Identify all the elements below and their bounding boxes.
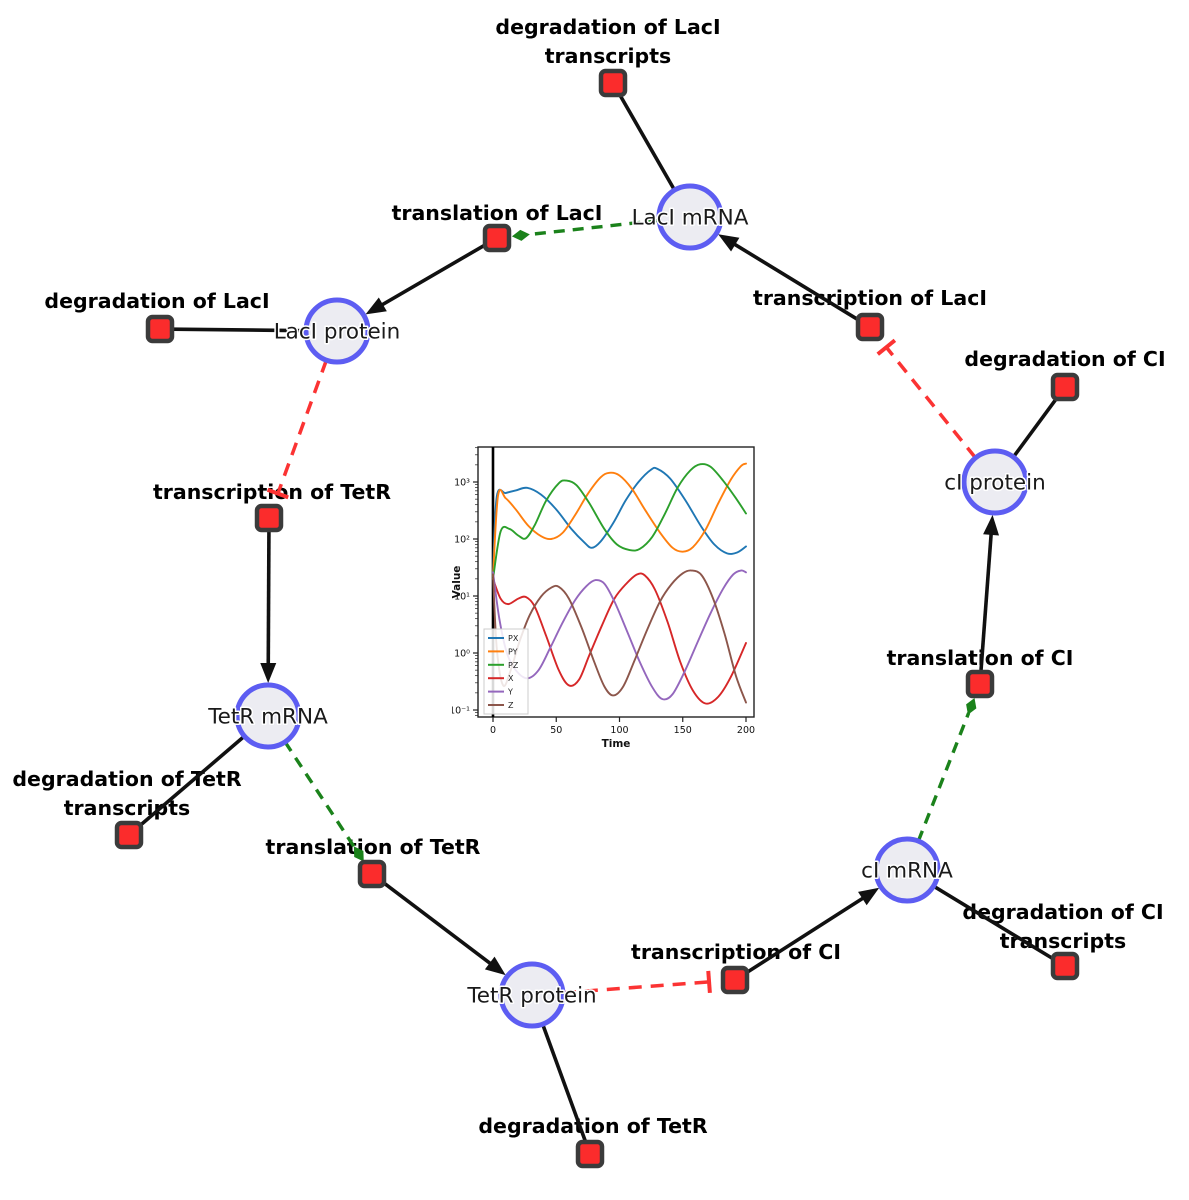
- species-node-ci_mrna: [873, 836, 941, 904]
- edge-transl_ci-ci_prot: [979, 529, 994, 671]
- species-label-laci_mrna: LacI mRNA: [632, 206, 749, 231]
- edge-transc_ci-ci_mrna: [745, 894, 868, 974]
- reaction-node-deg_laci: [145, 314, 175, 344]
- species-label-tetr_mrna: TetR mRNA: [207, 705, 328, 730]
- edge-tetr_mrna-transl_tetr: [283, 740, 357, 850]
- chart-xlabel: Time: [602, 738, 631, 750]
- reaction-node-transl_ci: [965, 669, 995, 699]
- species-label-laci_prot: LacI protein: [274, 320, 401, 345]
- chart-legend-label-PX: PX: [508, 634, 519, 643]
- edge-transc_laci-laci_mrna: [730, 240, 859, 322]
- edge-transc_ci-ci_mrna-arrowhead-icon: [858, 887, 880, 906]
- reaction-node-transc_tetr: [254, 503, 284, 533]
- chart-legend-label-PY: PY: [508, 647, 518, 656]
- species-labels-layer: LacI mRNA LacI protein TetR mRNA TetR prote…: [206, 204, 1048, 1010]
- reaction-label-deg_ci: degradation of CI: [964, 347, 1165, 371]
- edge-tetr_prot-transc_ci-tee-icon: [706, 970, 712, 994]
- species-label-ci_prot: cI protein: [944, 471, 1045, 496]
- edge-ci_mrna-transl_ci: [916, 712, 971, 842]
- edge-transl_ci-ci_prot-arrowhead-icon: [983, 514, 1000, 536]
- reaction-node-transc_ci: [720, 965, 750, 995]
- edge-ci_prot-deg_ci: [1011, 396, 1059, 459]
- inset-timeseries-chart: 0 50 100 150 200 10³ 10² 10¹ 10⁰ 10⁻¹ Time Value PX P…: [449, 436, 768, 758]
- reaction-node-deg_tetr_tx: [114, 820, 144, 850]
- edge-tetr_mrna-deg_tetr_tx: [137, 734, 246, 828]
- reaction-label-transl_laci: translation of LacI: [392, 201, 603, 225]
- edge-ci_mrna-transl_ci-diamond-icon: [966, 697, 977, 715]
- reaction-label-transc_laci: transcription of LacI: [753, 286, 987, 310]
- reaction-node-transc_laci: [855, 312, 885, 342]
- reaction-label-deg_tetr: degradation of TetR: [478, 1114, 707, 1138]
- edge-laci_prot-deg_laci: [172, 327, 307, 333]
- reaction-node-transl_laci: [482, 223, 512, 253]
- reaction-label-transl_tetr: translation of TetR: [266, 835, 481, 859]
- reaction-label-deg_laci_tx: transcripts: [545, 44, 672, 68]
- edge-transl_laci-laci_prot: [377, 243, 486, 309]
- chart-legend-label-PZ: PZ: [508, 661, 519, 670]
- chart-x-tick-label: 50: [550, 725, 562, 736]
- chart-ylabel: Value: [452, 566, 463, 599]
- reaction-node-deg_ci: [1050, 372, 1080, 402]
- reaction-label-deg_tetr_tx: degradation of TetR: [12, 767, 241, 791]
- edge-ci_prot-transc_laci: [884, 346, 977, 459]
- edges-layer: [137, 93, 1059, 1143]
- chart-series-PZ: [492, 463, 747, 580]
- chart-y-tick-label: 10⁰: [454, 649, 470, 660]
- edge-tetr_prot-transc_ci: [562, 980, 710, 995]
- chart-x-tick-label: 200: [737, 725, 755, 736]
- reaction-labels-layer: degradation of LacI transcripts translatio…: [10, 13, 1167, 1140]
- edge-transl_tetr-tetr_prot: [382, 881, 495, 968]
- chart-legend-label-X: X: [508, 674, 514, 683]
- reaction-label-deg_tetr_tx: transcripts: [64, 796, 191, 820]
- edge-tetr_prot-deg_tetr: [540, 1023, 588, 1143]
- chart-y-tick-label: 10²: [454, 535, 470, 546]
- chart-y-tick-label: 10¹: [454, 592, 470, 603]
- edge-laci_prot-transc_tetr: [276, 359, 329, 495]
- species-node-ci_prot: [961, 448, 1029, 516]
- reaction-label-transc_tetr: transcription of TetR: [153, 480, 391, 504]
- nodes-layer: [114, 68, 1080, 1169]
- edge-laci_prot-transc_tetr-tee-icon: [266, 487, 289, 500]
- reaction-node-deg_ci_tx: [1050, 951, 1080, 981]
- species-label-tetr_prot: TetR protein: [466, 984, 596, 1009]
- species-node-tetr_prot: [498, 961, 566, 1029]
- reaction-label-deg_ci_tx: transcripts: [1000, 929, 1127, 953]
- edge-ci_prot-transc_laci-tee-icon: [876, 338, 897, 356]
- chart-x-tick-label: 150: [674, 725, 692, 736]
- reaction-node-transl_tetr: [357, 859, 387, 889]
- reaction-node-deg_tetr: [575, 1139, 605, 1169]
- species-node-tetr_mrna: [234, 682, 302, 750]
- chart-x-tick-label: 0: [490, 725, 496, 736]
- reaction-label-deg_laci_tx: degradation of LacI: [495, 15, 720, 39]
- chart-legend-label-Y: Y: [507, 688, 513, 697]
- chart-series-PY: [492, 462, 747, 578]
- edge-ci_mrna-deg_ci_tx: [932, 884, 1055, 961]
- species-label-ci_mrna: cI mRNA: [861, 859, 953, 884]
- chart-series-X: [492, 572, 747, 705]
- reaction-node-deg_laci_tx: [598, 68, 628, 98]
- reaction-label-transc_ci: transcription of CI: [631, 940, 841, 964]
- species-node-laci_prot: [303, 297, 371, 365]
- edge-laci_mrna-deg_laci_tx: [617, 93, 677, 192]
- edge-tetr_mrna-transl_tetr-diamond-icon: [353, 846, 364, 862]
- edge-laci_mrna-transl_laci-diamond-icon: [511, 229, 530, 241]
- edge-transc_laci-laci_mrna-arrowhead-icon: [718, 234, 740, 252]
- chart-legend-box: [483, 628, 529, 715]
- chart-canvas: 0 50 100 150 20010³10²10¹10⁰10⁻¹TimeValuePXP…: [449, 446, 755, 750]
- chart-series-PX: [492, 466, 747, 575]
- species-node-laci_mrna: [656, 183, 724, 251]
- chart-x-tick-label: 100: [610, 725, 628, 736]
- chart-legend-label-Z: Z: [508, 701, 514, 710]
- chart-y-tick-label: 10⁻¹: [452, 706, 470, 717]
- chart-y-tick-label: 10³: [454, 478, 470, 489]
- chart-legend: PX PY PZ XYZ: [483, 628, 529, 715]
- edge-transc_tetr-tetr_mrna: [266, 531, 271, 669]
- edge-transl_laci-laci_prot-arrowhead-icon: [365, 297, 387, 315]
- reaction-label-deg_laci: degradation of LacI: [44, 289, 269, 313]
- edge-laci_mrna-transl_laci: [527, 218, 660, 237]
- edge-transc_tetr-tetr_mrna-arrowhead-icon: [260, 662, 277, 684]
- edge-transl_tetr-tetr_prot-arrowhead-icon: [484, 956, 506, 976]
